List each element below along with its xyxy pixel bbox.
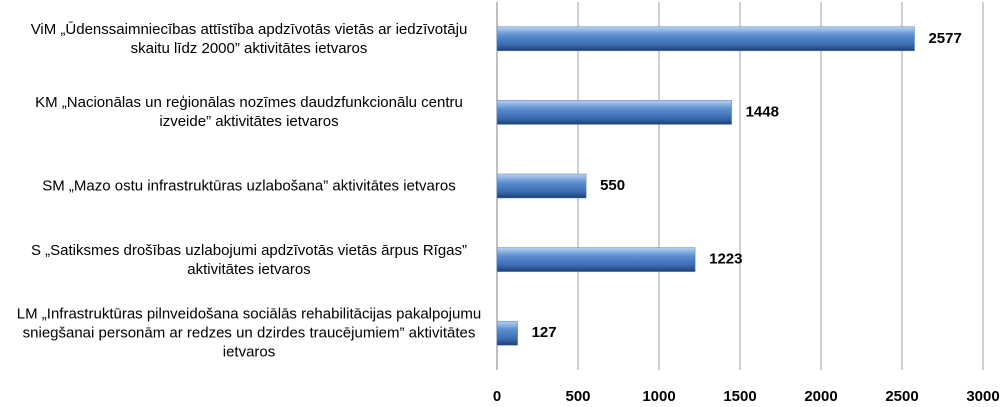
category-label: S „Satiksmes drošības uzlabojumi apdzīvo… xyxy=(30,241,468,278)
category-label: KM „Nacionālas un reģionālas nozīmes dau… xyxy=(35,94,463,131)
category-label: SM „Mazo ostu infrastruktūras uzlabošana… xyxy=(42,177,456,195)
bar xyxy=(496,26,915,52)
category-label: LM „Infrastruktūras pilnveidošana sociāl… xyxy=(16,305,482,361)
x-tick-label: 2000 xyxy=(804,388,837,405)
category-label: ViM „Ūdenssaimniecības attīstība apdzīvo… xyxy=(30,20,468,57)
x-tick-label: 1000 xyxy=(642,388,675,405)
value-label: 2577 xyxy=(928,30,961,47)
value-label: 127 xyxy=(532,324,557,341)
x-tick-label: 3000 xyxy=(966,388,999,405)
value-label: 550 xyxy=(600,177,625,194)
bar xyxy=(496,100,732,125)
value-label: 1448 xyxy=(746,103,779,120)
value-label: 1223 xyxy=(709,251,742,268)
x-tick-label: 1500 xyxy=(723,388,756,405)
x-tick-label: 2500 xyxy=(885,388,918,405)
bar xyxy=(496,247,696,272)
x-tick-label: 500 xyxy=(565,388,590,405)
bar xyxy=(496,320,518,346)
bar xyxy=(496,173,587,199)
x-tick-label: 0 xyxy=(493,388,501,405)
